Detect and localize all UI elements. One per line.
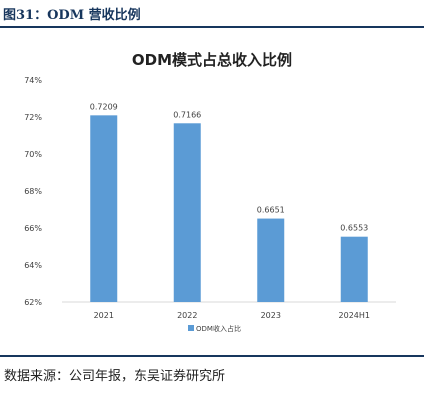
y-tick-label: 74% bbox=[24, 76, 42, 85]
bar bbox=[173, 123, 201, 302]
chart-area: ODM模式占总收入比例 62% 64% 66% 68% 70% 72% 74% 2021 20… bbox=[0, 28, 424, 352]
figure-header: 图31：ODM 营收比例 bbox=[0, 0, 424, 28]
data-label: 0.6651 bbox=[257, 206, 285, 215]
legend: ODM收入占比 bbox=[188, 324, 241, 333]
legend-label: ODM收入占比 bbox=[196, 324, 241, 333]
bar bbox=[257, 218, 285, 302]
y-tick-label: 62% bbox=[24, 298, 42, 307]
y-axis: 62% 64% 66% 68% 70% 72% 74% bbox=[24, 76, 42, 307]
x-tick-label: 2021 bbox=[94, 311, 114, 320]
y-tick-label: 66% bbox=[24, 224, 42, 233]
y-tick-label: 70% bbox=[24, 150, 42, 159]
source-note: 数据来源：公司年报，东吴证券研究所 bbox=[4, 369, 226, 384]
bar-chart: ODM模式占总收入比例 62%64%66%68%70%72%74% 2021 20… bbox=[24, 51, 396, 333]
figure-label: 图31：ODM 营收比例 bbox=[3, 8, 141, 23]
bar bbox=[90, 115, 118, 303]
legend-swatch bbox=[188, 325, 194, 331]
y-tick-label: 72% bbox=[24, 113, 42, 122]
x-tick-label: 2024H1 bbox=[339, 311, 370, 320]
header-rule bbox=[0, 26, 424, 28]
bar bbox=[340, 236, 368, 302]
bar-series: 0.7209 0.7166 0.6651 0.6553 bbox=[90, 102, 368, 303]
x-tick-label: 2023 bbox=[261, 311, 281, 320]
x-axis: 2021 2022 2023 2024H1 bbox=[62, 301, 396, 320]
data-label: 0.7166 bbox=[173, 110, 201, 119]
data-label: 0.7209 bbox=[90, 102, 118, 111]
chart-title: ODM模式占总收入比例 bbox=[132, 51, 292, 69]
y-tick-label: 64% bbox=[24, 261, 42, 270]
data-label: 0.6553 bbox=[340, 224, 368, 233]
y-tick-label: 68% bbox=[24, 187, 42, 196]
x-tick-label: 2022 bbox=[177, 311, 197, 320]
footer-rule bbox=[0, 355, 424, 357]
